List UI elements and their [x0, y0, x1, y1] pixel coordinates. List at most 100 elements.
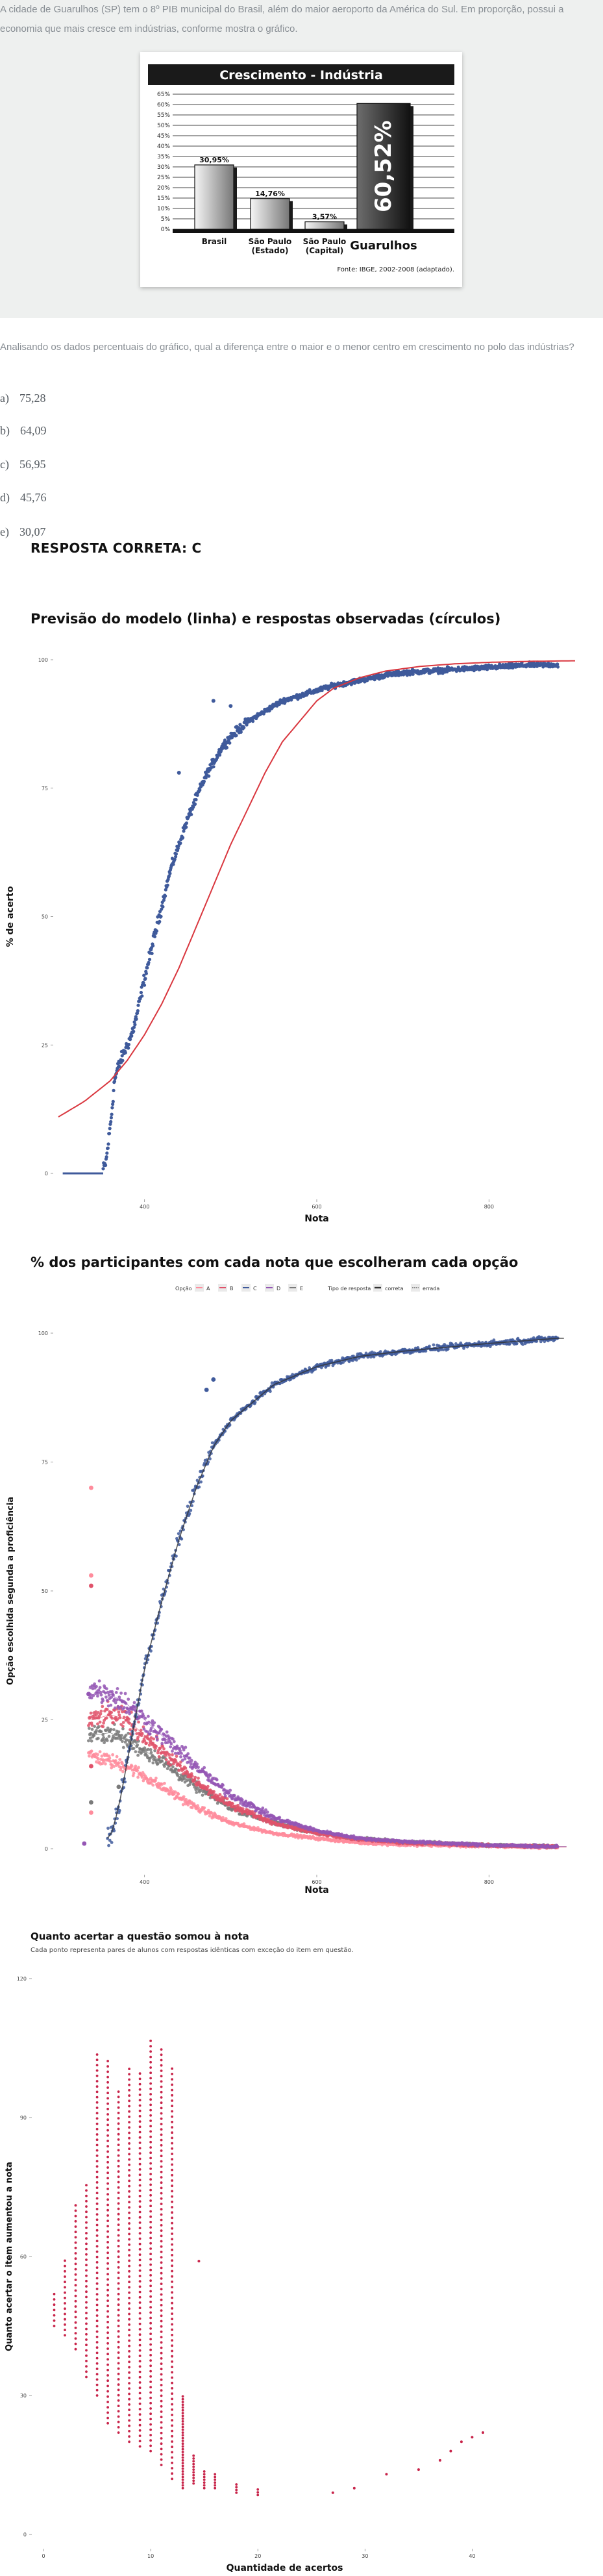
option-point	[515, 1342, 519, 1345]
option-point	[105, 1739, 109, 1742]
observed-point	[142, 983, 147, 987]
observed-point	[193, 802, 197, 806]
series-B-points	[87, 1699, 560, 1850]
option-point	[428, 1344, 431, 1348]
option-point	[92, 1694, 95, 1697]
observed-point	[121, 1058, 125, 1062]
option-point	[154, 1744, 158, 1748]
option-point	[189, 1508, 193, 1512]
option-point	[89, 1810, 93, 1815]
observed-point	[127, 1042, 130, 1047]
option-point	[184, 1798, 188, 1801]
alternative-c[interactable]: c) 56,95	[0, 458, 45, 471]
option-point	[195, 1762, 199, 1766]
observed-point	[106, 1146, 110, 1150]
observed-point	[162, 898, 166, 902]
y-tick-label: 100	[38, 1331, 48, 1336]
option-point	[167, 1760, 171, 1764]
source-note: Fonte: IBGE, 2002-2008 (adaptado).	[337, 266, 454, 273]
alternative-b[interactable]: b) 64,09	[0, 424, 47, 438]
option-point	[167, 1736, 171, 1740]
option-point	[117, 1713, 121, 1717]
option-point	[95, 1760, 98, 1764]
option-point	[153, 1749, 157, 1753]
option-point	[135, 1732, 139, 1736]
option-point	[164, 1738, 167, 1742]
option-point	[147, 1747, 150, 1751]
model-prediction-line	[58, 660, 575, 1118]
option-point	[441, 1348, 445, 1351]
observed-point	[556, 665, 560, 669]
option-point	[117, 1695, 121, 1699]
observed-point	[137, 999, 141, 1003]
question-figure: Crescimento - Indústria 0% 5% 10% 15% 20% 25% 3…	[140, 52, 462, 287]
option-point	[140, 1751, 143, 1754]
legend-type-label: correta	[385, 1286, 404, 1292]
option-point	[121, 1710, 124, 1714]
option-point	[99, 1691, 103, 1694]
option-point	[228, 1788, 232, 1792]
option-point	[370, 1350, 374, 1354]
option-point	[147, 1714, 150, 1718]
option-point	[119, 1766, 123, 1769]
question-panel: A cidade de Guarulhos (SP) tem o 8º PIB …	[0, 0, 603, 318]
option-point	[354, 1358, 358, 1362]
observed-point	[153, 934, 157, 938]
option-point	[171, 1753, 174, 1757]
observed-point	[320, 688, 324, 692]
alternative-a[interactable]: a) 75,28	[0, 392, 45, 405]
option-point	[174, 1760, 178, 1764]
option-point	[180, 1537, 184, 1541]
observed-point	[109, 1116, 113, 1119]
option-point	[224, 1817, 228, 1820]
option-point	[190, 1774, 194, 1778]
option-point	[147, 1744, 151, 1747]
option-point	[113, 1697, 116, 1701]
y-tick-label: 15%	[157, 195, 170, 202]
option-point	[115, 1698, 119, 1702]
option-point	[123, 1780, 127, 1784]
option-point	[96, 1753, 99, 1757]
observed-point	[230, 736, 234, 740]
option-point	[166, 1741, 169, 1744]
option-point	[101, 1725, 105, 1729]
option-point	[129, 1728, 132, 1732]
alternative-d[interactable]: d) 45,76	[0, 491, 47, 505]
option-point	[102, 1721, 106, 1725]
question-stem: Analisando os dados percentuais do gráfi…	[0, 342, 574, 353]
option-point	[156, 1762, 160, 1766]
option-point	[118, 1758, 122, 1761]
option-point	[182, 1748, 186, 1752]
option-point	[244, 1799, 248, 1803]
observed-point	[202, 779, 206, 783]
option-point	[114, 1691, 118, 1694]
option-point	[197, 1766, 200, 1769]
option-point	[110, 1695, 114, 1699]
observed-point	[242, 725, 246, 730]
option-point	[177, 1792, 180, 1795]
option-point	[186, 1752, 190, 1756]
option-point	[163, 1764, 166, 1768]
option-point	[124, 1733, 128, 1737]
option-point	[195, 1786, 199, 1790]
option-point	[180, 1758, 184, 1762]
option-point	[134, 1740, 138, 1744]
observed-point	[105, 1151, 109, 1155]
y-tick-label: 25	[42, 1042, 48, 1048]
option-point	[188, 1760, 191, 1764]
observed-point	[204, 776, 208, 780]
option-point	[142, 1714, 145, 1718]
option-point	[154, 1779, 157, 1782]
option-point	[251, 1810, 254, 1814]
option-point	[149, 1736, 153, 1740]
observed-point	[228, 741, 232, 745]
option-point	[95, 1729, 98, 1732]
alternative-e[interactable]: e) 30,07	[0, 525, 45, 539]
option-point	[89, 1764, 93, 1769]
option-point	[188, 1757, 191, 1760]
observed-point	[108, 1127, 112, 1131]
option-point	[143, 1746, 147, 1750]
option-point	[186, 1803, 190, 1807]
option-point	[98, 1720, 102, 1724]
observed-point	[120, 1054, 124, 1058]
